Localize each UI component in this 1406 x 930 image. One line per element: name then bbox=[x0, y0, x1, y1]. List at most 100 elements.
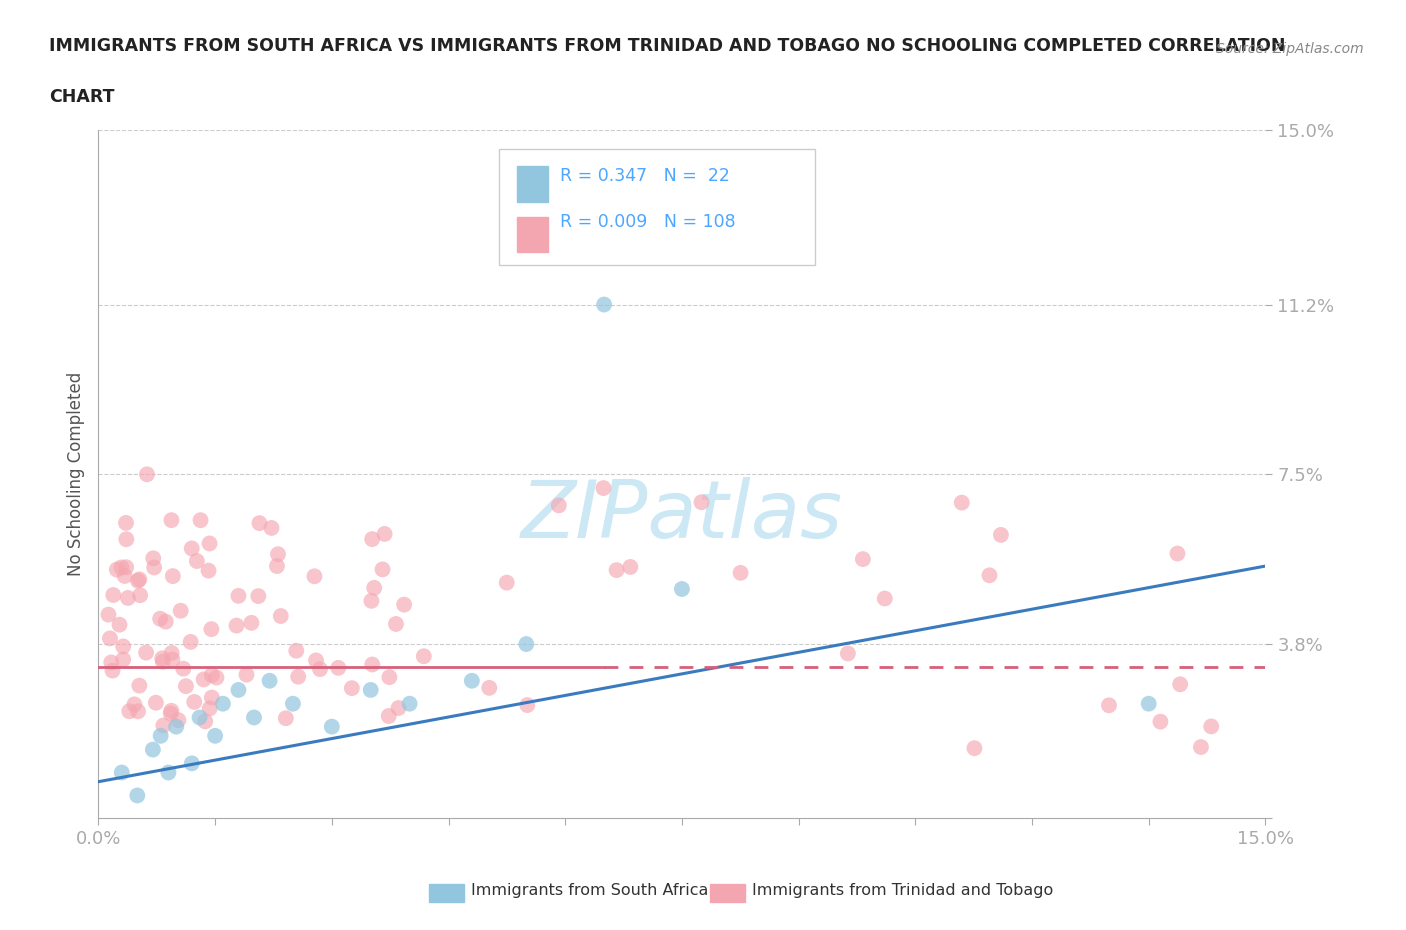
Point bbox=[1168, 677, 1191, 692]
Text: R = 0.347   N =  22: R = 0.347 N = 22 bbox=[560, 167, 730, 185]
Point bbox=[143, 560, 166, 575]
Text: IMMIGRANTS FROM SOUTH AFRICA VS IMMIGRANTS FROM TRINIDAD AND TOBAGO NO SCHOOLING: IMMIGRANTS FROM SOUTH AFRICA VS IMMIGRAN… bbox=[49, 37, 1285, 55]
Point bbox=[228, 589, 250, 604]
Point bbox=[495, 575, 517, 590]
Point bbox=[360, 593, 382, 608]
Point bbox=[111, 765, 134, 780]
Point bbox=[305, 653, 328, 668]
Point bbox=[260, 521, 283, 536]
Text: Source: ZipAtlas.com: Source: ZipAtlas.com bbox=[1216, 42, 1364, 56]
Point bbox=[198, 701, 221, 716]
Point bbox=[387, 700, 409, 715]
Point bbox=[172, 661, 194, 676]
Point bbox=[873, 591, 896, 606]
Point bbox=[606, 563, 628, 578]
Point bbox=[180, 541, 202, 556]
Point bbox=[274, 711, 297, 725]
Point bbox=[200, 622, 222, 637]
Point bbox=[963, 741, 986, 756]
Text: ZIPatlas: ZIPatlas bbox=[520, 476, 844, 554]
Point bbox=[281, 697, 304, 711]
Point bbox=[162, 568, 184, 583]
Point bbox=[170, 604, 193, 618]
Point bbox=[114, 568, 136, 583]
Text: CHART: CHART bbox=[49, 88, 115, 106]
Point bbox=[128, 678, 150, 693]
Point bbox=[197, 564, 219, 578]
Point bbox=[180, 634, 202, 649]
Point bbox=[547, 498, 569, 512]
Point bbox=[145, 696, 167, 711]
Point bbox=[150, 651, 173, 666]
Point bbox=[371, 562, 394, 577]
Point bbox=[160, 645, 183, 660]
Text: Immigrants from South Africa: Immigrants from South Africa bbox=[471, 884, 709, 898]
Point bbox=[108, 618, 131, 632]
Point bbox=[321, 719, 343, 734]
Point bbox=[990, 527, 1012, 542]
Point bbox=[304, 569, 326, 584]
Point bbox=[112, 652, 135, 667]
Point bbox=[309, 661, 332, 676]
Point bbox=[478, 681, 501, 696]
Point bbox=[328, 660, 350, 675]
Point bbox=[188, 710, 211, 724]
Point bbox=[103, 588, 125, 603]
Point bbox=[592, 481, 614, 496]
Point bbox=[240, 616, 263, 631]
Point bbox=[243, 710, 266, 724]
Point bbox=[593, 297, 616, 312]
Point bbox=[157, 765, 180, 780]
Point bbox=[190, 512, 212, 527]
Point bbox=[270, 608, 292, 623]
Point bbox=[516, 698, 538, 712]
Point bbox=[136, 467, 159, 482]
Y-axis label: No Schooling Completed: No Schooling Completed bbox=[66, 372, 84, 577]
Point bbox=[194, 714, 217, 729]
Point bbox=[124, 697, 146, 711]
Point bbox=[377, 709, 399, 724]
Point bbox=[249, 516, 271, 531]
Point bbox=[193, 672, 215, 687]
Point bbox=[162, 652, 184, 667]
Point bbox=[287, 670, 309, 684]
Point bbox=[110, 560, 132, 575]
Point bbox=[267, 547, 290, 562]
Point bbox=[950, 495, 973, 510]
Point bbox=[730, 565, 752, 580]
Point bbox=[165, 719, 187, 734]
Point bbox=[361, 532, 384, 547]
Point bbox=[398, 697, 420, 711]
Point bbox=[115, 515, 138, 530]
Point bbox=[374, 526, 396, 541]
Point bbox=[186, 553, 208, 568]
Point bbox=[127, 788, 149, 803]
Point bbox=[155, 614, 177, 629]
Point bbox=[142, 551, 165, 565]
Point bbox=[180, 756, 202, 771]
Point bbox=[360, 683, 382, 698]
Point bbox=[392, 597, 415, 612]
Point bbox=[115, 532, 138, 547]
Point bbox=[160, 512, 183, 527]
Point bbox=[127, 573, 149, 588]
Point bbox=[228, 683, 250, 698]
Point bbox=[1199, 719, 1222, 734]
Point bbox=[101, 663, 124, 678]
Point bbox=[412, 649, 434, 664]
Point bbox=[117, 591, 139, 605]
Point bbox=[363, 580, 385, 595]
Point bbox=[100, 655, 122, 670]
Point bbox=[852, 551, 875, 566]
Point bbox=[361, 658, 384, 672]
Point bbox=[619, 560, 641, 575]
Point bbox=[97, 607, 120, 622]
Point bbox=[979, 568, 1001, 583]
Point bbox=[149, 728, 172, 743]
Point bbox=[201, 668, 224, 683]
Point bbox=[115, 560, 138, 575]
Point bbox=[266, 559, 288, 574]
Point bbox=[1149, 714, 1171, 729]
Point bbox=[198, 536, 221, 551]
Point bbox=[837, 646, 859, 661]
